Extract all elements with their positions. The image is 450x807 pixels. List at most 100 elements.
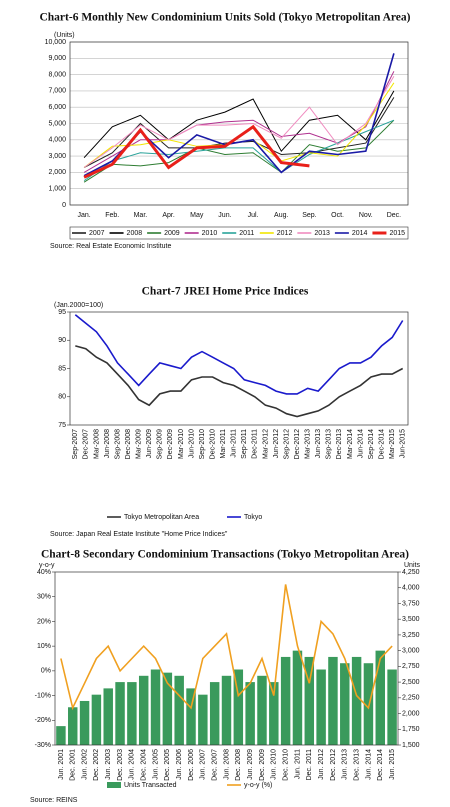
y2-tick-label: 2,500 xyxy=(402,679,420,686)
x-tick-label: Jun. 2004 xyxy=(129,749,136,780)
x-tick-label: Apr. xyxy=(162,212,175,219)
x-tick-label: Jun-2011 xyxy=(231,429,238,458)
bar xyxy=(79,700,90,745)
x-tick-label: Dec. 2009 xyxy=(259,749,266,781)
x-tick-label: Mar-2011 xyxy=(220,429,227,459)
legend-label: 2014 xyxy=(352,230,368,237)
x-tick-label: Jun. 2002 xyxy=(81,749,88,780)
legend-label: 2015 xyxy=(389,230,405,237)
y-axis-label: (Jan.2000=100) xyxy=(54,302,103,309)
legend-label: 2009 xyxy=(164,230,180,237)
y-tick-label: 75 xyxy=(58,422,66,429)
bar xyxy=(138,675,149,745)
x-tick-label: Jun-2010 xyxy=(188,429,195,458)
x-tick-label: Dec-2008 xyxy=(125,429,132,459)
y-tick-label: 8,000 xyxy=(48,71,66,78)
y-tick-label: 6,000 xyxy=(48,104,66,111)
x-tick-label: Dec. 2002 xyxy=(93,749,100,781)
bar xyxy=(257,675,267,745)
bar xyxy=(162,672,173,745)
y-axis-label: (Units) xyxy=(54,32,75,39)
x-tick-label: Jun-2015 xyxy=(400,429,407,458)
x-tick-label: Dec-2013 xyxy=(336,429,343,459)
x-tick-label: Feb. xyxy=(105,212,119,219)
legend-swatch xyxy=(107,782,121,788)
bar xyxy=(221,675,232,745)
legend-frame xyxy=(69,226,409,240)
legend-label: 2012 xyxy=(277,230,293,237)
y-tick-label: 9,000 xyxy=(48,55,66,62)
x-tick-label: Jun. 2011 xyxy=(294,749,301,779)
x-tick-label: Mar-2014 xyxy=(347,429,354,459)
x-tick-label: Jun. xyxy=(218,212,231,219)
y2-tick-label: 1,500 xyxy=(402,742,420,749)
y-tick-label: 10,000 xyxy=(45,39,67,46)
line xyxy=(83,71,395,173)
chart-title: Chart-7 JREI Home Price Indices xyxy=(142,286,309,298)
y2-tick-label: 2,250 xyxy=(402,695,420,702)
x-tick-label: Jun-2014 xyxy=(357,429,364,458)
y-tick-label: 4,000 xyxy=(48,137,66,144)
y-tick-label: 30% xyxy=(37,594,51,601)
y-tick-label: 95 xyxy=(58,309,66,316)
x-tick-label: Sep-2011 xyxy=(241,429,248,459)
legend-label: Tokyo Metropolitan Area xyxy=(124,514,199,521)
y-tick-label: 80 xyxy=(58,394,66,401)
line xyxy=(75,345,404,418)
y2-tick-label: 4,000 xyxy=(402,585,420,592)
x-tick-label: Dec. 2014 xyxy=(377,749,384,781)
y2-tick-label: 2,750 xyxy=(402,663,420,670)
x-tick-label: Mar-2008 xyxy=(93,429,100,459)
x-tick-label: Mar-2009 xyxy=(136,429,143,459)
x-tick-label: Dec-2007 xyxy=(83,429,90,459)
line xyxy=(83,82,395,168)
chart-title: Chart-6 Monthly New Condominium Units So… xyxy=(39,12,410,24)
x-tick-label: Dec. 2008 xyxy=(235,749,242,781)
x-tick-label: Jun-2013 xyxy=(315,429,322,458)
x-tick-label: Dec-2009 xyxy=(167,429,174,459)
x-tick-label: Jun. 2006 xyxy=(176,749,183,780)
x-tick-label: Nov. xyxy=(359,212,373,219)
y2-tick-label: 3,750 xyxy=(402,600,420,607)
plot-frame xyxy=(54,571,399,746)
x-tick-label: Dec-2010 xyxy=(209,429,216,459)
legend-label: Units Transacted xyxy=(124,782,177,789)
y-tick-label: 1,000 xyxy=(48,186,66,193)
source-note: Source: REINS xyxy=(30,797,78,804)
x-tick-label: Dec-2014 xyxy=(378,429,385,459)
bar xyxy=(387,669,397,745)
y-tick-label: 2,000 xyxy=(48,169,66,176)
x-tick-label: Jun. 2001 xyxy=(58,749,65,780)
x-tick-label: Sep-2008 xyxy=(114,429,121,459)
bar xyxy=(115,682,125,745)
source-note: Source: Real Estate Economic Institute xyxy=(50,243,171,250)
y2-tick-label: 3,500 xyxy=(402,616,420,623)
y2-tick-label: 4,250 xyxy=(402,569,420,576)
bar xyxy=(68,707,78,745)
line xyxy=(74,314,404,395)
x-tick-label: Dec. 2006 xyxy=(188,749,195,781)
x-tick-label: Sep-2007 xyxy=(72,429,79,459)
bar xyxy=(280,656,291,745)
bar xyxy=(304,656,315,745)
bar xyxy=(328,656,338,745)
bar xyxy=(91,694,102,745)
x-tick-label: Mar-2010 xyxy=(178,429,185,459)
y-tick-label: 40% xyxy=(37,569,51,576)
line xyxy=(83,53,395,177)
y-tick-label: -20% xyxy=(35,717,51,724)
x-tick-label: Jun-2008 xyxy=(104,429,111,458)
x-tick-label: Sep-2010 xyxy=(199,429,206,459)
x-tick-label: Dec. 2013 xyxy=(353,749,360,781)
source-note: Source: Japan Real Estate Institute "Hom… xyxy=(50,531,228,538)
y-tick-label: 90 xyxy=(58,337,66,344)
bar xyxy=(292,650,303,745)
x-tick-label: Jun. 2010 xyxy=(271,749,278,780)
x-tick-label: Jun. 2008 xyxy=(223,749,230,780)
y-tick-label: 85 xyxy=(58,365,66,372)
y2-axis-label: Units xyxy=(404,562,420,569)
x-tick-label: Mar. xyxy=(134,212,148,219)
bar xyxy=(198,694,208,745)
x-tick-label: May xyxy=(190,212,204,219)
